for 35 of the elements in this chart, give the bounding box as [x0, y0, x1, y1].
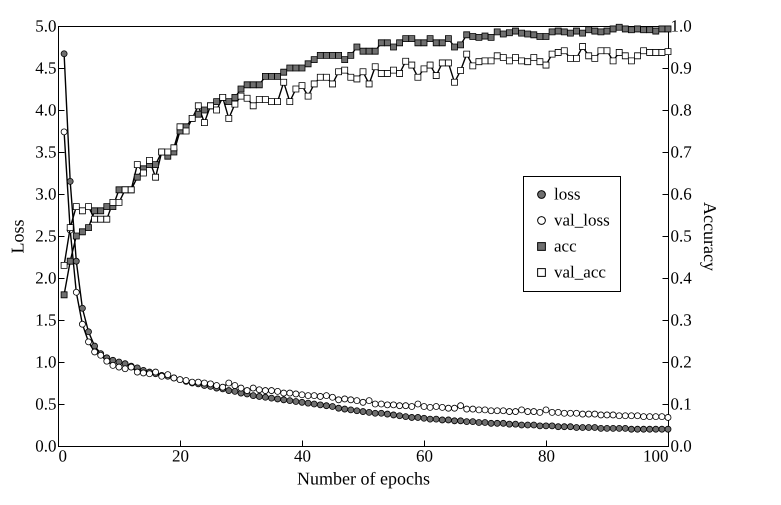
y-tick-label: 3.5 — [35, 142, 56, 162]
y2-tick-label: 1.0 — [670, 16, 692, 36]
y2-tick-label: 0.0 — [670, 436, 692, 456]
y-tick-label: 2.5 — [35, 226, 56, 246]
y-tick-label: 1.5 — [35, 310, 56, 330]
y2-tick-label: 0.4 — [670, 268, 692, 288]
y-tick-label: 4.5 — [35, 58, 56, 78]
legend-label: val_acc — [554, 262, 606, 282]
legend-label: acc — [554, 236, 578, 256]
x-tick-label: 20 — [172, 446, 189, 466]
y2-tick-label: 0.9 — [670, 58, 692, 78]
legend-label: val_loss — [554, 210, 610, 230]
y-tick-label: 3.0 — [35, 184, 56, 204]
y-tick-label: 0.0 — [35, 436, 56, 456]
x-tick-label: 40 — [294, 446, 311, 466]
y2-tick-label: 0.8 — [670, 100, 692, 120]
legend-label: loss — [554, 184, 580, 204]
x-tick-label: 100 — [643, 446, 668, 466]
y2-tick-label: 0.3 — [670, 310, 692, 330]
y-tick-label: 2.0 — [35, 268, 56, 288]
y2-axis-title: Accuracy — [700, 202, 720, 271]
y-axis-title: Loss — [7, 219, 28, 254]
y2-tick-label: 0.5 — [670, 226, 692, 246]
x-tick-label: 80 — [538, 446, 555, 466]
y2-tick-label: 0.7 — [670, 142, 692, 162]
x-tick-label: 0 — [58, 446, 67, 466]
y-tick-label: 1.0 — [35, 352, 56, 372]
x-axis-title: Number of epochs — [297, 468, 430, 488]
y2-tick-label: 0.6 — [670, 184, 692, 204]
y2-tick-label: 0.1 — [670, 394, 692, 414]
y-tick-label: 0.5 — [35, 394, 56, 414]
y2-tick-label: 0.2 — [670, 352, 692, 372]
y-tick-label: 4.0 — [35, 100, 56, 120]
x-tick-label: 60 — [416, 446, 433, 466]
y-tick-label: 5.0 — [35, 16, 56, 36]
